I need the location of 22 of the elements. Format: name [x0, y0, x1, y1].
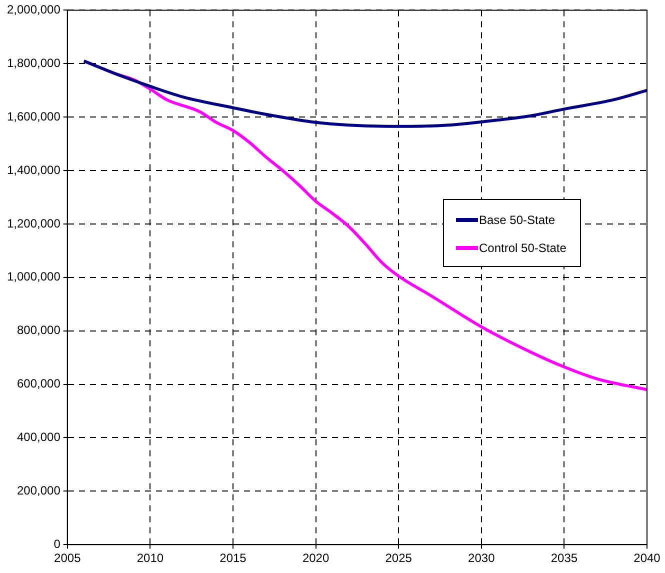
y-tick-label: 1,000,000: [6, 270, 61, 284]
x-tick-label: 2015: [220, 551, 247, 566]
y-tick-label: 1,800,000: [6, 56, 61, 70]
x-tick-label: 2030: [468, 551, 496, 566]
y-tick-label: 600,000: [16, 376, 61, 391]
line-series: [82, 59, 647, 128]
x-tick-label: 2025: [385, 551, 412, 566]
y-tick-label: 1,200,000: [6, 216, 61, 230]
x-tick-label: 2010: [136, 551, 164, 566]
y-tick-label: 1,600,000: [6, 109, 61, 124]
legend-label: Base 50-State: [479, 213, 556, 227]
y-tick-label: 0: [54, 536, 61, 551]
x-tick-label: 2005: [54, 551, 82, 566]
y-tick-label: 200,000: [16, 483, 61, 498]
x-tick-label: 2040: [634, 551, 661, 566]
x-tick-label: 2035: [550, 551, 578, 566]
legend-label: Control 50-State: [479, 241, 566, 255]
y-tick-label: 800,000: [16, 323, 61, 338]
y-tick-label: 1,400,000: [6, 162, 61, 177]
y-tick-label: 400,000: [16, 430, 61, 444]
x-tick-label: 2020: [302, 551, 330, 566]
y-tick-label: 2,000,000: [6, 2, 61, 17]
